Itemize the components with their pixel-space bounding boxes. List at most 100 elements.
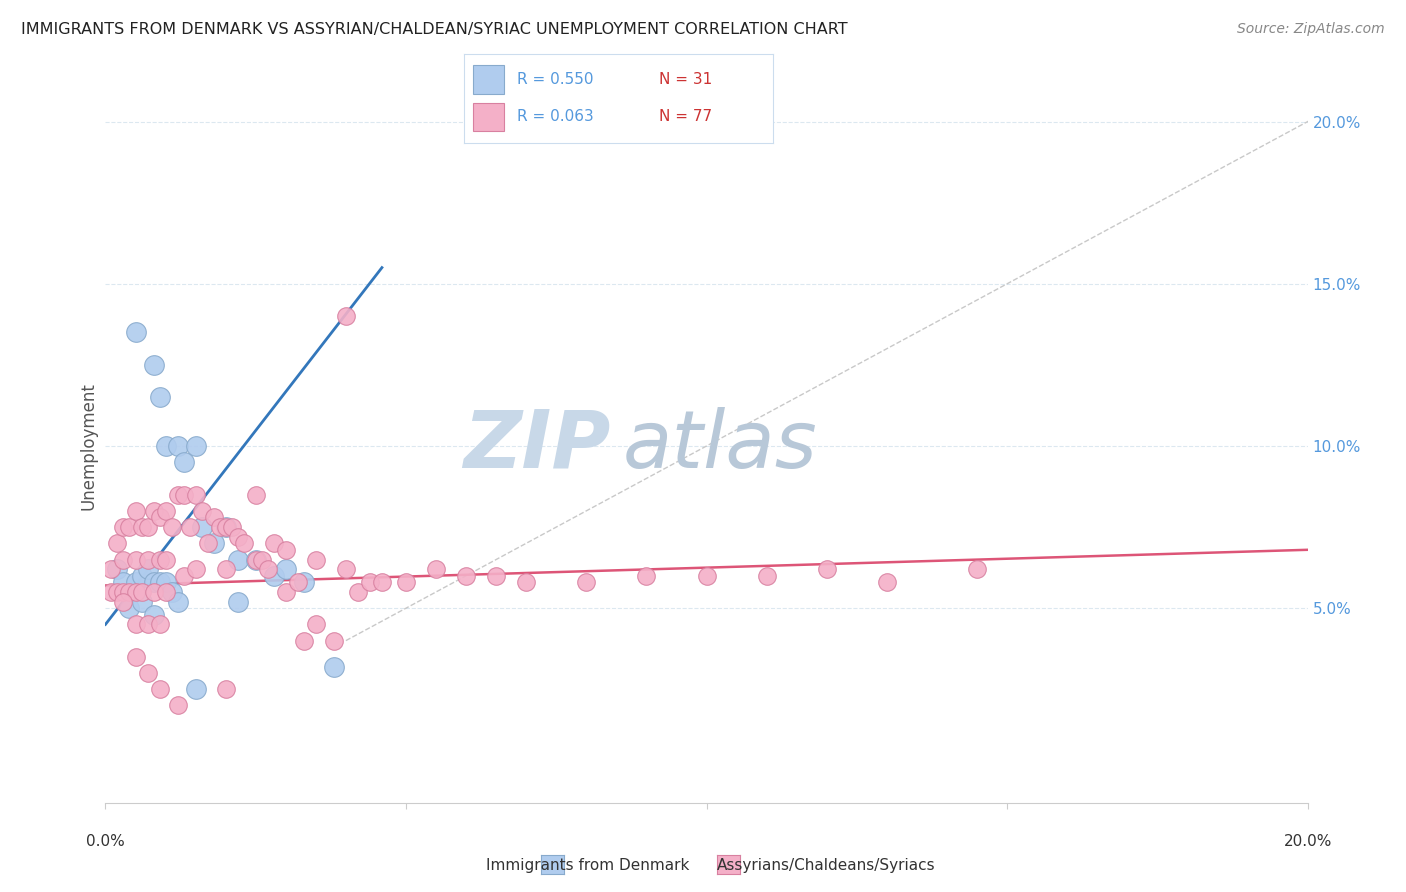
Point	[274, 562, 297, 576]
Point	[214, 520, 236, 534]
Point	[322, 659, 344, 673]
Point	[155, 504, 177, 518]
Point	[173, 488, 195, 502]
Point	[136, 666, 159, 681]
Point	[100, 562, 122, 576]
Point	[184, 682, 207, 697]
Point	[107, 536, 129, 550]
Point	[214, 562, 236, 576]
Point	[118, 585, 141, 599]
Point	[136, 562, 159, 576]
Point	[292, 633, 315, 648]
Point	[155, 575, 177, 590]
Point	[118, 520, 141, 534]
Point	[173, 455, 195, 469]
Bar	[474, 65, 505, 94]
Point	[155, 439, 177, 453]
Point	[100, 585, 122, 599]
Point	[221, 520, 243, 534]
Text: Assyrians/Chaldeans/Syriacs: Assyrians/Chaldeans/Syriacs	[717, 858, 935, 873]
Point	[142, 504, 165, 518]
Point	[575, 575, 598, 590]
Point	[131, 520, 153, 534]
Point	[197, 536, 219, 550]
Text: 20.0%: 20.0%	[1284, 834, 1331, 849]
Point	[184, 439, 207, 453]
Text: 0.0%: 0.0%	[86, 834, 125, 849]
Point	[226, 530, 249, 544]
Point	[305, 552, 328, 566]
Point	[166, 439, 188, 453]
Point	[173, 568, 195, 582]
Point	[160, 520, 183, 534]
Point	[454, 568, 477, 582]
Text: N = 31: N = 31	[659, 72, 711, 87]
Point	[142, 575, 165, 590]
Point	[148, 390, 170, 404]
Point	[232, 536, 254, 550]
Point	[184, 488, 207, 502]
Point	[226, 552, 249, 566]
Point	[184, 562, 207, 576]
Point	[136, 552, 159, 566]
Point	[124, 649, 146, 664]
Point	[142, 358, 165, 372]
Point	[335, 562, 357, 576]
Point	[142, 607, 165, 622]
Point	[148, 552, 170, 566]
Point	[274, 585, 297, 599]
Y-axis label: Unemployment: Unemployment	[79, 382, 97, 510]
Point	[755, 568, 778, 582]
Point	[155, 585, 177, 599]
Text: IMMIGRANTS FROM DENMARK VS ASSYRIAN/CHALDEAN/SYRIAC UNEMPLOYMENT CORRELATION CHA: IMMIGRANTS FROM DENMARK VS ASSYRIAN/CHAL…	[21, 22, 848, 37]
Point	[208, 520, 231, 534]
Point	[214, 520, 236, 534]
Point	[112, 520, 135, 534]
Point	[245, 552, 267, 566]
Text: R = 0.550: R = 0.550	[516, 72, 593, 87]
Point	[166, 488, 188, 502]
Point	[395, 575, 418, 590]
Point	[815, 562, 838, 576]
Point	[124, 552, 146, 566]
Point	[335, 310, 357, 324]
Text: Immigrants from Denmark: Immigrants from Denmark	[485, 858, 689, 873]
Point	[966, 562, 988, 576]
Point	[155, 552, 177, 566]
Point	[166, 698, 188, 713]
Point	[202, 510, 225, 524]
Point	[485, 568, 508, 582]
Point	[124, 617, 146, 632]
Bar	[474, 103, 505, 131]
Point	[131, 595, 153, 609]
Point	[190, 504, 212, 518]
Point	[226, 595, 249, 609]
Point	[107, 562, 129, 576]
Point	[112, 585, 135, 599]
Point	[263, 536, 285, 550]
Point	[322, 633, 344, 648]
Point	[515, 575, 537, 590]
Point	[124, 504, 146, 518]
Point	[371, 575, 394, 590]
Text: R = 0.063: R = 0.063	[516, 110, 593, 124]
Text: Source: ZipAtlas.com: Source: ZipAtlas.com	[1237, 22, 1385, 37]
Point	[148, 617, 170, 632]
Point	[245, 488, 267, 502]
Point	[118, 601, 141, 615]
Point	[124, 585, 146, 599]
Point	[124, 575, 146, 590]
Point	[287, 575, 309, 590]
Point	[274, 542, 297, 557]
Point	[148, 575, 170, 590]
Point	[160, 585, 183, 599]
Point	[263, 568, 285, 582]
Point	[696, 568, 718, 582]
Text: ZIP: ZIP	[463, 407, 610, 485]
Point	[148, 682, 170, 697]
Point	[107, 585, 129, 599]
Point	[305, 617, 328, 632]
Point	[148, 510, 170, 524]
Point	[136, 520, 159, 534]
Point	[292, 575, 315, 590]
